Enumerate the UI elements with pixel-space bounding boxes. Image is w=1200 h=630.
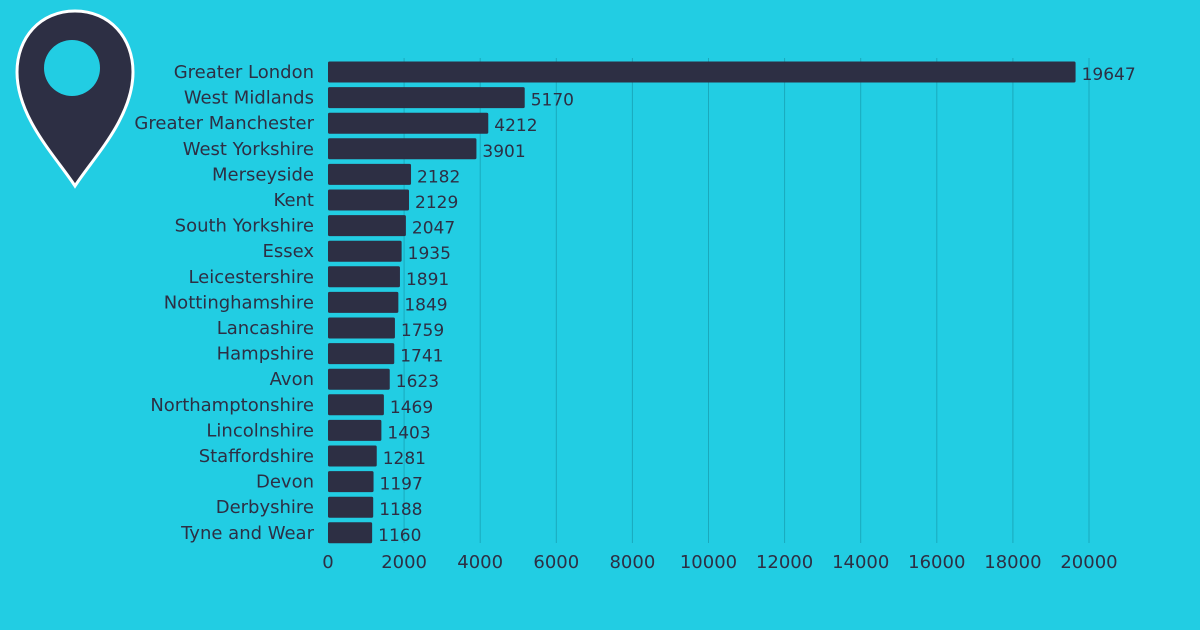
x-axis-ticks: 0 2000 4000 6000 8000 10000 12000 14000 16000 180…	[322, 552, 1117, 573]
category-label: Avon	[270, 369, 314, 390]
value-label: 1849	[404, 295, 447, 315]
bar	[328, 189, 410, 211]
bar	[328, 163, 412, 185]
value-label: 2047	[412, 219, 455, 239]
x-tick-label: 18000	[984, 552, 1041, 573]
category-label: Devon	[256, 472, 314, 493]
category-label: Staffordshire	[199, 446, 314, 467]
bar	[328, 343, 395, 365]
value-label: 2182	[417, 167, 460, 187]
value-label: 1281	[383, 449, 426, 469]
bar	[328, 240, 402, 262]
category-label: West Midlands	[184, 88, 314, 109]
category-label: Merseyside	[212, 164, 314, 185]
category-label: Greater Manchester	[134, 113, 314, 134]
category-label: Kent	[274, 190, 314, 211]
bar	[328, 419, 382, 441]
value-label: 4212	[494, 116, 537, 136]
x-tick-label: 16000	[908, 552, 965, 573]
x-tick-label: 2000	[381, 552, 427, 573]
x-tick-label: 10000	[680, 552, 737, 573]
value-label: 1935	[408, 244, 451, 264]
category-label: Lancashire	[217, 318, 314, 339]
x-tick-label: 6000	[533, 552, 579, 573]
category-label: Derbyshire	[216, 497, 314, 518]
category-label: South Yorkshire	[175, 216, 314, 237]
value-label: 1197	[380, 475, 423, 495]
x-tick-label: 12000	[756, 552, 813, 573]
category-label: Northamptonshire	[150, 395, 314, 416]
map-pin-hole	[44, 40, 100, 96]
map-pin-shape	[15, 9, 135, 189]
value-label: 1403	[387, 423, 430, 443]
bar	[328, 522, 373, 544]
category-label: Hampshire	[217, 344, 314, 365]
bar	[328, 291, 399, 313]
bar	[328, 394, 384, 416]
value-label: 5170	[531, 91, 574, 111]
category-label: Nottinghamshire	[164, 292, 314, 313]
bar	[328, 266, 400, 288]
value-label: 2129	[415, 193, 458, 213]
value-label: 3901	[482, 142, 525, 162]
value-label: 1469	[390, 398, 433, 418]
bar	[328, 215, 406, 237]
category-label: West Yorkshire	[183, 139, 314, 160]
bar	[328, 368, 390, 390]
category-label: Leicestershire	[188, 267, 314, 288]
value-label: 1188	[379, 500, 422, 520]
bar	[328, 87, 525, 109]
map-pin-icon	[15, 9, 135, 189]
value-labels: 19647 5170 4212 3901 2182 2129 2047 1935 1891 184…	[378, 65, 1136, 546]
x-tick-label: 0	[322, 552, 333, 573]
value-label: 1623	[396, 372, 439, 392]
category-label: Tyne and Wear	[180, 523, 314, 544]
x-tick-label: 20000	[1060, 552, 1117, 573]
x-tick-label: 4000	[457, 552, 503, 573]
category-label: Lincolnshire	[206, 420, 314, 441]
x-tick-label: 14000	[832, 552, 889, 573]
category-label: Essex	[262, 241, 314, 262]
value-label: 1759	[401, 321, 444, 341]
category-label: Greater London	[174, 62, 314, 83]
value-label: 19647	[1082, 65, 1136, 85]
value-label: 1741	[400, 347, 443, 367]
bar	[328, 317, 395, 339]
bar	[328, 138, 477, 160]
category-labels: Greater London West Midlands Greater Manch…	[134, 62, 314, 544]
bar	[328, 61, 1076, 83]
bar	[328, 112, 489, 134]
bar	[328, 496, 374, 518]
bars	[328, 61, 1076, 544]
bar	[328, 471, 374, 493]
x-tick-label: 8000	[609, 552, 655, 573]
value-label: 1160	[378, 526, 421, 546]
bar	[328, 445, 377, 467]
value-label: 1891	[406, 270, 449, 290]
